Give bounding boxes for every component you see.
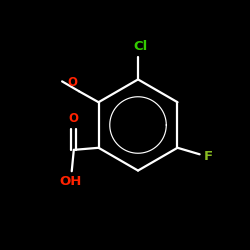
Text: OH: OH: [59, 175, 82, 188]
Text: O: O: [67, 76, 77, 89]
Text: F: F: [204, 150, 213, 163]
Text: O: O: [69, 112, 79, 126]
Text: Cl: Cl: [134, 40, 148, 54]
